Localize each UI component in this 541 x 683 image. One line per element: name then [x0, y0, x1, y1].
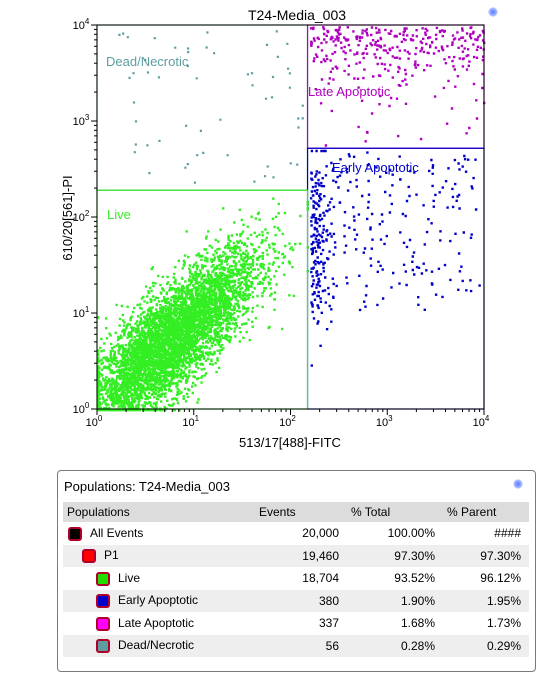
panel-title: Populations: T24-Media_003 [64, 479, 230, 494]
population-color-swatch[interactable] [96, 571, 110, 586]
population-name-cell: All Events [63, 522, 255, 545]
y-axis-label: 610/20[561]-PI [60, 175, 75, 260]
percent-total-cell: 1.68% [400, 616, 435, 631]
population-name-cell: P1 [63, 544, 255, 567]
population-name: Dead/Necrotic [118, 638, 195, 653]
population-name-cell: Late Apoptotic [63, 612, 255, 635]
live-events [97, 197, 309, 412]
column-header: % Total [347, 502, 443, 522]
early-apoptotic-gate-label: Early Apoptotic [332, 160, 419, 175]
population-name-cell: Live [63, 567, 255, 590]
population-name-cell: Early Apoptotic [63, 589, 255, 612]
percent-total-cell: 97.30% [347, 544, 443, 567]
x-tick-label: 100 [86, 414, 103, 429]
events-cell: 20,000 [302, 526, 339, 541]
populations-panel: Populations: T24-Media_003 Populations E… [57, 470, 536, 672]
percent-parent-cell: 96.12% [480, 571, 521, 586]
y-tick-exponent: 2 [85, 209, 90, 218]
x-tick-label: 104 [473, 414, 490, 429]
x-tick-exponent: 4 [485, 414, 490, 423]
percent-total-cell: 93.52% [394, 571, 435, 586]
y-tick-label: 101 [73, 305, 90, 320]
status-indicator-icon [513, 479, 523, 489]
y-tick-label: 104 [73, 17, 90, 32]
population-name-cell: Dead/Necrotic [63, 634, 255, 657]
population-name: Live [118, 570, 141, 585]
y-tick-exponent: 0 [85, 401, 90, 410]
percent-parent-cell: 97.30% [443, 544, 529, 567]
population-color-swatch[interactable] [96, 616, 110, 631]
table-row[interactable]: Live 18,704 93.52% 96.12% [63, 567, 529, 590]
table-row[interactable]: Late Apoptotic 337 1.68% 1.73% [63, 612, 529, 635]
y-tick-exponent: 3 [85, 113, 90, 122]
events-cell: 19,460 [255, 544, 347, 567]
percent-total-cell: 0.28% [347, 634, 443, 657]
column-header: Events [255, 502, 347, 522]
events-cell: 380 [255, 589, 347, 612]
dead-necrotic-gate [96, 24, 309, 191]
y-tick-exponent: 4 [85, 17, 90, 26]
x-tick-label: 101 [182, 414, 199, 429]
population-color-swatch[interactable] [96, 639, 110, 654]
events-layer [97, 26, 486, 412]
x-tick-exponent: 0 [98, 414, 103, 423]
population-name: Late Apoptotic [118, 615, 195, 630]
population-color-swatch[interactable] [68, 526, 82, 541]
chart-title: T24-Media_003 [248, 7, 346, 23]
table-row[interactable]: P1 19,460 97.30% 97.30% [63, 544, 529, 567]
percent-parent-cell: 1.95% [443, 589, 529, 612]
populations-table: Populations Events % Total % Parent All … [63, 502, 529, 657]
flow-cytometry-plot: Dead/Necrotic Late Apoptotic Early Apoptot… [60, 7, 498, 450]
scatter-plot-svg: Dead/Necrotic Late Apoptotic Early Apoptot… [60, 7, 490, 450]
early-apoptotic-gate [306, 147, 485, 410]
events-cell: 56 [255, 634, 347, 657]
population-color-swatch[interactable] [96, 594, 110, 609]
dead-necrotic-gate-label: Dead/Necrotic [106, 54, 189, 69]
x-tick-label: 102 [279, 414, 296, 429]
column-header: Populations [63, 502, 255, 522]
events-cell: 18,704 [302, 571, 339, 586]
x-tick-label: 103 [376, 414, 393, 429]
population-name: All Events [90, 525, 144, 540]
status-indicator-icon [488, 7, 498, 17]
percent-parent-cell: #### [494, 526, 521, 541]
x-axis-label: 513/17[488]-FITC [239, 435, 341, 450]
y-tick-label: 103 [73, 113, 90, 128]
percent-total-cell: 1.90% [347, 589, 443, 612]
table-row[interactable]: Dead/Necrotic 56 0.28% 0.29% [63, 634, 529, 657]
live-gate-label: Live [107, 207, 131, 222]
x-tick-exponent: 1 [195, 414, 200, 423]
column-header: % Parent [443, 502, 529, 522]
y-tick-exponent: 1 [85, 305, 90, 314]
late-apoptotic-gate-label: Late Apoptotic [308, 84, 391, 99]
population-color-swatch[interactable] [82, 549, 96, 564]
population-name: Early Apoptotic [118, 593, 199, 608]
table-row[interactable]: All Events 20,000 100.00% #### [63, 522, 529, 545]
percent-parent-cell: 0.29% [443, 634, 529, 657]
table-row[interactable]: Early Apoptotic 380 1.90% 1.95% [63, 589, 529, 612]
population-name: P1 [104, 548, 119, 563]
table-header-row: Populations Events % Total % Parent [63, 502, 529, 522]
x-tick-exponent: 3 [388, 414, 393, 423]
y-tick-label: 100 [73, 401, 90, 416]
events-cell: 337 [318, 616, 339, 631]
x-tick-exponent: 2 [291, 414, 296, 423]
y-tick-label: 102 [73, 209, 90, 224]
percent-parent-cell: 1.73% [486, 616, 521, 631]
early-apoptotic-events [309, 149, 481, 367]
percent-total-cell: 100.00% [387, 526, 435, 541]
